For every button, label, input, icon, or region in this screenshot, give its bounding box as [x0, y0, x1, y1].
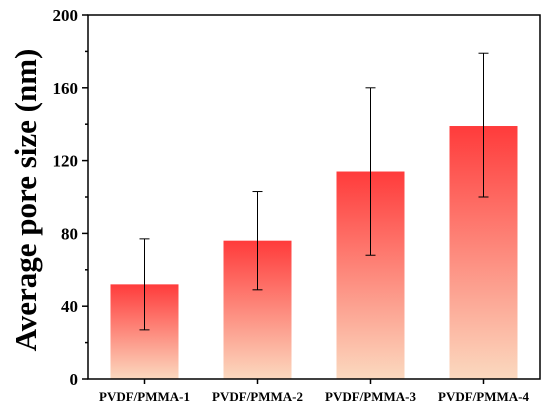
y-tick-label-0: 0	[70, 370, 79, 389]
x-tick-label-2: PVDF/PMMA-2	[212, 389, 303, 404]
y-tick-label-40: 40	[61, 297, 78, 316]
x-tick-label-4: PVDF/PMMA-4	[438, 389, 529, 404]
y-tick-label-80: 80	[61, 224, 78, 243]
x-tick-label-3: PVDF/PMMA-3	[325, 389, 416, 404]
error-bars-group	[139, 52, 489, 331]
y-tick-label-200: 200	[53, 6, 79, 25]
y-axis-label: Average pore size (nm)	[8, 49, 43, 352]
y-tick-label-160: 160	[53, 79, 79, 98]
y-ticks-group: 0 40 80 120 160 200	[53, 6, 88, 389]
x-tick-labels-group: PVDF/PMMA-1 PVDF/PMMA-2 PVDF/PMMA-3 PVDF/PM…	[99, 379, 529, 404]
bars-group	[110, 126, 518, 380]
x-tick-label-1: PVDF/PMMA-1	[99, 389, 190, 404]
y-tick-label-120: 120	[53, 152, 79, 171]
